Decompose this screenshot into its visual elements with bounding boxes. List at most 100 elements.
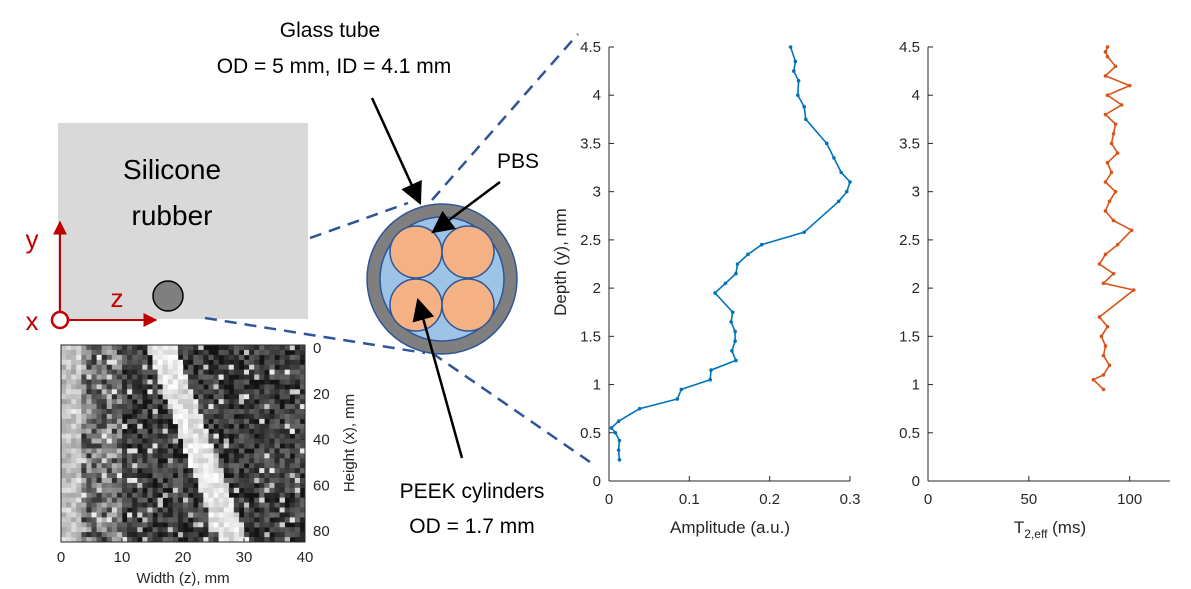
amplitude-point	[734, 271, 738, 276]
mri-pixel	[198, 404, 204, 410]
mri-pixel	[279, 473, 285, 479]
mri-pixel	[193, 522, 199, 528]
mri-pixel	[96, 502, 102, 508]
mri-pixel	[142, 512, 148, 518]
mri-pixel	[279, 537, 285, 543]
mri-pixel	[76, 468, 82, 474]
mri-pixel	[249, 512, 255, 518]
mri-pixel	[294, 502, 301, 508]
mri-pixel	[106, 399, 113, 405]
mri-pixel	[188, 418, 194, 425]
mri-pixel	[193, 404, 199, 410]
mri-image	[61, 345, 306, 543]
mri-pixel	[147, 482, 153, 489]
mri-pixel	[177, 463, 184, 469]
mri-pixel	[254, 522, 260, 528]
mri-pixel	[152, 468, 158, 474]
mri-pixel	[264, 413, 270, 420]
mri-pixel	[106, 349, 113, 356]
mri-pixel	[127, 345, 133, 351]
mri-pixel	[91, 345, 97, 351]
mri-pixel	[294, 458, 301, 464]
mri-pixel	[157, 413, 163, 420]
mri-pixel	[81, 473, 87, 479]
mri-pixel	[177, 399, 184, 405]
mri-pixel	[167, 345, 174, 351]
mri-pixel	[172, 458, 179, 464]
mri-pixel	[76, 492, 82, 498]
t2-point	[1109, 170, 1114, 175]
mri-pixel	[203, 389, 209, 395]
mri-pixel	[127, 463, 133, 469]
mri-pixel	[198, 428, 204, 434]
mri-pixel	[71, 433, 77, 439]
mri-pixel	[116, 379, 123, 385]
mri-pixel	[91, 468, 97, 474]
mri-pixel	[198, 349, 204, 356]
mri-pixel	[66, 428, 72, 434]
mri-pixel	[289, 482, 296, 489]
mri-pixel	[71, 374, 77, 380]
amplitude-point	[729, 320, 733, 324]
mri-pixel	[152, 492, 158, 498]
mri-ytick-label: 60	[313, 477, 330, 494]
mri-pixel	[142, 522, 148, 528]
mri-pixel	[172, 433, 179, 439]
mri-pixel	[233, 502, 240, 508]
mri-pixel	[76, 428, 82, 434]
mri-pixel	[264, 492, 270, 498]
mri-pixel	[137, 413, 143, 420]
mri-pixel	[111, 423, 118, 430]
mri-pixel	[284, 345, 291, 351]
mri-pixel	[142, 507, 148, 513]
mri-pixel	[106, 394, 113, 400]
mri-pixel	[289, 477, 296, 484]
mri-pixel	[193, 527, 199, 533]
mri-pixel	[172, 379, 179, 385]
mri-pixel	[213, 389, 219, 395]
mri-pixel	[208, 364, 214, 370]
mri-pixel	[116, 463, 123, 469]
mri-pixel	[274, 369, 280, 375]
mri-pixel	[96, 458, 102, 464]
mri-pixel	[81, 443, 87, 449]
mri-pixel	[279, 345, 285, 351]
mri-pixel	[188, 369, 194, 375]
mri-pixel	[167, 468, 174, 474]
mri-pixel	[183, 359, 189, 365]
mri-pixel	[152, 507, 158, 513]
mri-pixel	[228, 394, 235, 400]
mri-pixel	[238, 413, 245, 420]
mri-pixel	[142, 468, 148, 474]
zoom-line-left-bottom	[204, 316, 426, 355]
mri-pixel	[284, 438, 291, 444]
mri-pixel	[132, 364, 138, 370]
mri-pixel	[116, 443, 123, 449]
mri-pixel	[162, 537, 169, 543]
zoom-line-right-top	[431, 33, 579, 201]
mri-pixel	[203, 374, 209, 380]
mri-pixel	[66, 399, 72, 405]
mri-pixel	[223, 512, 230, 518]
mri-pixel	[137, 487, 143, 494]
mri-pixel	[111, 537, 118, 543]
mri-pixel	[233, 458, 240, 464]
mri-pixel	[284, 537, 291, 543]
mri-pixel	[132, 522, 138, 528]
mri-pixel	[86, 433, 92, 439]
mri-pixel	[86, 473, 92, 479]
mri-pixel	[279, 384, 285, 390]
mri-pixel	[238, 477, 245, 484]
mri-pixel	[157, 379, 163, 385]
mri-pixel	[71, 502, 77, 508]
amplitude-axes: 00.511.522.533.544.50 0.1 0.2 0.3	[580, 39, 860, 508]
mri-pixel	[279, 349, 285, 356]
mri-pixel	[264, 364, 270, 370]
mri-pixel	[152, 379, 158, 385]
mri-pixel	[284, 512, 291, 518]
mri-pixel	[223, 507, 230, 513]
t2-point	[1103, 252, 1108, 257]
mri-pixel	[228, 532, 235, 538]
mri-pixel	[76, 448, 82, 454]
mri-pixel	[284, 492, 291, 498]
